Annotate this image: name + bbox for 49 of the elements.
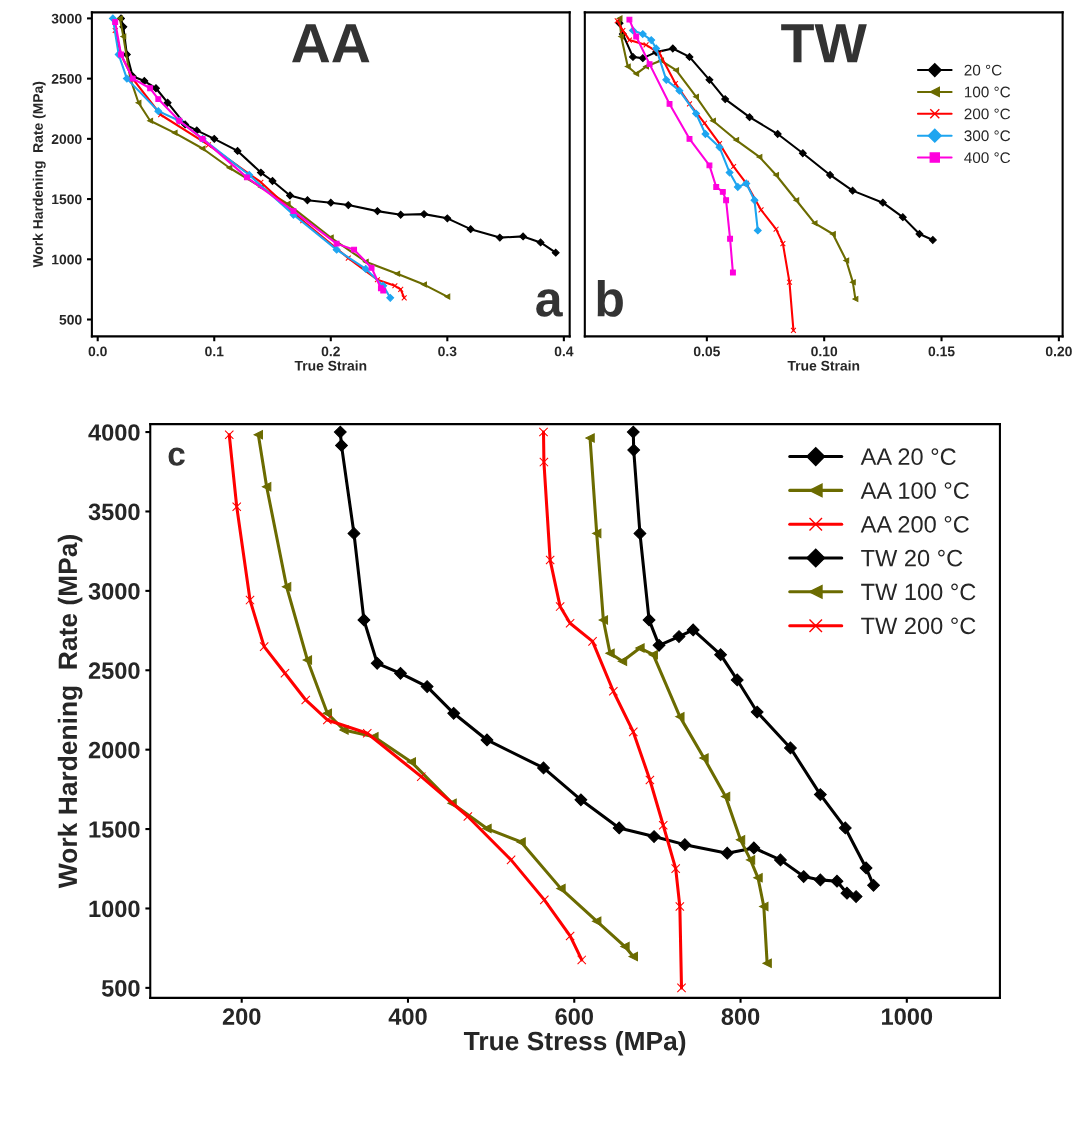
legend-label: TW 100 °C	[861, 583, 976, 601]
x-tick-label: 800	[721, 1008, 760, 1025]
x-tick-label: 0.20	[1045, 346, 1072, 357]
x-tick-label: 600	[555, 1008, 593, 1025]
y-tick-label: 3000	[51, 13, 82, 24]
x-axis-title: True Strain	[294, 360, 367, 371]
legend-label: TW 20 °C	[861, 549, 963, 567]
y-tick-label: 1000	[52, 254, 82, 265]
x-tick-label: 0.4	[554, 346, 574, 357]
y-tick-label: 4000	[88, 424, 140, 441]
legend-label: 100 °C	[964, 86, 1011, 98]
legend-label: 300 °C	[964, 130, 1011, 142]
legend-label: 200 °C	[964, 108, 1011, 120]
legend-label: 20 °C	[964, 64, 1002, 76]
annotation: b	[597, 280, 623, 317]
legend-label: AA 100 °C	[860, 482, 969, 499]
annotation: c	[168, 447, 185, 466]
y-tick-label: 2500	[88, 662, 140, 680]
x-tick-label: 0.2	[321, 346, 340, 357]
annotation: a	[536, 289, 563, 317]
x-tick-label: 400	[388, 1008, 427, 1025]
x-tick-label: 0.1	[205, 346, 224, 357]
legend-label: 400 °C	[964, 152, 1011, 164]
x-tick-label: 200	[222, 1008, 261, 1025]
x-tick-label: 0.10	[811, 346, 838, 357]
y-tick-label: 3000	[88, 582, 140, 600]
legend-label: AA 20 °C	[860, 448, 956, 466]
y-tick-label: 500	[101, 979, 140, 997]
chart-title: AA	[292, 24, 370, 63]
y-axis-title: Work Hardening Rate (MPa)	[32, 81, 46, 268]
x-axis-title: True Stress (MPa)	[463, 1031, 686, 1056]
x-axis-title: True Strain	[787, 360, 860, 371]
y-tick-label: 1500	[89, 821, 140, 838]
y-tick-label: 500	[59, 314, 82, 325]
x-tick-label: 0.15	[928, 346, 955, 357]
y-tick-label: 2000	[88, 741, 140, 759]
y-axis-title: Work Hardening Rate (MPa)	[57, 535, 83, 889]
y-tick-label: 1000	[89, 900, 140, 918]
x-tick-label: 0.3	[438, 346, 457, 357]
y-tick-label: 2000	[51, 134, 82, 145]
chart-title: TW	[781, 24, 867, 63]
legend-label: AA 200 °C	[860, 515, 969, 533]
y-tick-label: 3500	[88, 503, 140, 521]
legend-label: TW 200 °C	[861, 617, 976, 635]
x-tick-label: 1000	[882, 1008, 933, 1025]
y-tick-label: 2500	[51, 73, 82, 84]
x-tick-label: 0.0	[88, 346, 107, 357]
y-tick-label: 1500	[52, 194, 82, 205]
x-tick-label: 0.05	[693, 346, 720, 357]
